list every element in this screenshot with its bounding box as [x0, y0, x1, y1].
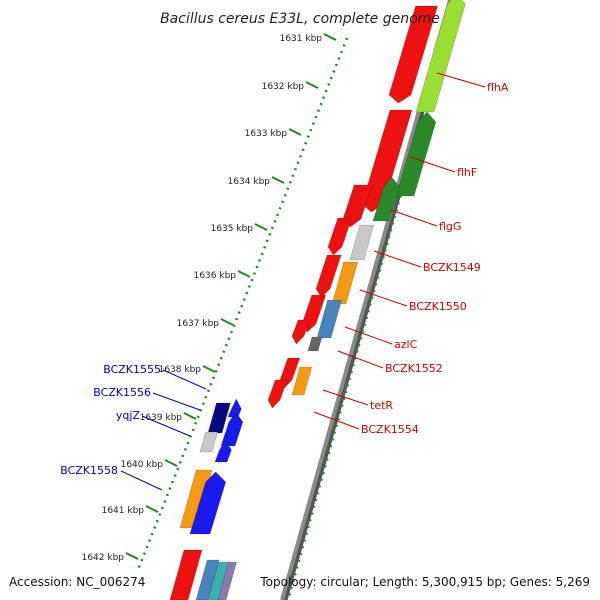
gene-label-flhf[interactable]: flhF: [457, 166, 477, 179]
cds-red[interactable]: [267, 379, 288, 409]
feature-layer: [120, 0, 486, 600]
ruler-tick: [323, 33, 337, 41]
cds-steel-blue[interactable]: [316, 299, 343, 339]
ruler-tick: [237, 270, 251, 278]
ruler-tick: [254, 223, 268, 231]
kbp-tick-label: 1632 kbp: [262, 82, 305, 92]
cds-blue[interactable]: [189, 471, 227, 535]
gene-label-flgg[interactable]: flgG: [439, 220, 461, 233]
gene-label-bczk1554[interactable]: BCZK1554: [361, 423, 419, 436]
ruler-tick: [288, 128, 302, 136]
cds-red[interactable]: [291, 319, 311, 345]
ruler-tick: [305, 81, 319, 89]
map-title: Bacillus cereus E33L, complete genome: [160, 11, 440, 27]
kbp-tick-label: 1636 kbp: [194, 271, 237, 281]
gene-label-bczk1555[interactable]: BCZK1555: [103, 363, 161, 376]
kbp-tick-label: 1638 kbp: [159, 365, 202, 375]
cds-green[interactable]: [395, 111, 437, 197]
ruler-tick: [183, 412, 197, 420]
gene-label-tetr[interactable]: tetR: [370, 399, 393, 412]
kbp-tick-label: 1633 kbp: [245, 129, 288, 139]
label-leader-line: [359, 289, 408, 307]
genome-summary-text: Topology: circular; Length: 5,300,915 bp…: [259, 575, 590, 589]
cds-red[interactable]: [169, 549, 203, 600]
label-leader-line: [344, 326, 393, 345]
ruler-tick: [164, 459, 178, 467]
cds-teal[interactable]: [207, 561, 230, 600]
outer-dotted-ruler: [286, 0, 457, 600]
label-leader-line: [436, 72, 486, 88]
ruler-tick: [145, 505, 159, 513]
inner-dotted-ruler: [136, 37, 349, 571]
cds-red[interactable]: [342, 184, 373, 228]
gene-label-bczk1549[interactable]: BCZK1549: [423, 261, 481, 274]
gene-label-bczk1556[interactable]: BCZK1556: [93, 386, 151, 399]
label-leader-line: [141, 415, 191, 437]
cds-red[interactable]: [315, 254, 342, 298]
cds-light-green[interactable]: [415, 0, 466, 113]
cds-steel-blue[interactable]: [195, 559, 220, 600]
cds-red[interactable]: [327, 217, 353, 256]
kbp-tick-label: 1639 kbp: [140, 413, 183, 423]
kbp-tick-label: 1637 kbp: [177, 319, 220, 329]
label-leader-line: [120, 470, 163, 491]
kbp-tick-label: 1634 kbp: [228, 177, 271, 187]
cds-grey[interactable]: [199, 431, 218, 453]
kbp-tick-labels: 1631 kbp 1632 kbp 1633 kbp 1634 kbp 1635…: [82, 34, 323, 563]
label-leader-line: [152, 392, 201, 411]
ruler-tick: [125, 552, 139, 560]
cds-orange[interactable]: [331, 261, 359, 305]
label-leader-line: [322, 389, 369, 406]
gene-label-bczk1552[interactable]: BCZK1552: [385, 362, 443, 375]
label-leader-line: [313, 411, 360, 430]
kbp-tick-label: 1635 kbp: [211, 224, 254, 234]
gene-label-flha[interactable]: flhA: [487, 81, 509, 94]
reverse-gene-labels: BCZK1555 BCZK1556 yqjZ BCZK1558: [60, 363, 161, 477]
accession-text: Accession: NC_006274: [9, 575, 145, 589]
label-leader-line: [337, 350, 384, 369]
kbp-tick-label: 1631 kbp: [280, 34, 323, 44]
cds-purple[interactable]: [217, 561, 238, 600]
label-leader-line: [373, 250, 422, 268]
ruler-tick: [202, 365, 216, 373]
forward-gene-labels: flhA flhF flgG BCZK1549 BCZK1550 azlC BC…: [361, 81, 509, 436]
gene-label-bczk1550[interactable]: BCZK1550: [409, 300, 467, 313]
cds-green[interactable]: [372, 176, 400, 222]
cds-orange[interactable]: [291, 366, 313, 396]
ruler-tick: [220, 318, 234, 326]
cds-blue[interactable]: [214, 439, 232, 463]
kbp-tick-label: 1641 kbp: [102, 506, 145, 516]
cds-grey[interactable]: [349, 224, 375, 261]
kbp-tick-label: 1640 kbp: [121, 460, 164, 470]
gene-label-bczk1558[interactable]: BCZK1558: [60, 464, 118, 477]
cds-dark-grey[interactable]: [307, 336, 323, 352]
label-leader-line: [162, 369, 207, 390]
ruler-tick: [271, 176, 285, 184]
kbp-tick-label: 1642 kbp: [82, 553, 125, 563]
label-leader-line: [390, 209, 438, 227]
gene-label-yqjz[interactable]: yqjZ: [116, 409, 141, 422]
cds-dark-blue[interactable]: [207, 402, 231, 434]
gene-label-azlc[interactable]: azlC: [394, 338, 418, 351]
label-leader-line: [409, 156, 456, 173]
cds-red[interactable]: [388, 5, 439, 104]
